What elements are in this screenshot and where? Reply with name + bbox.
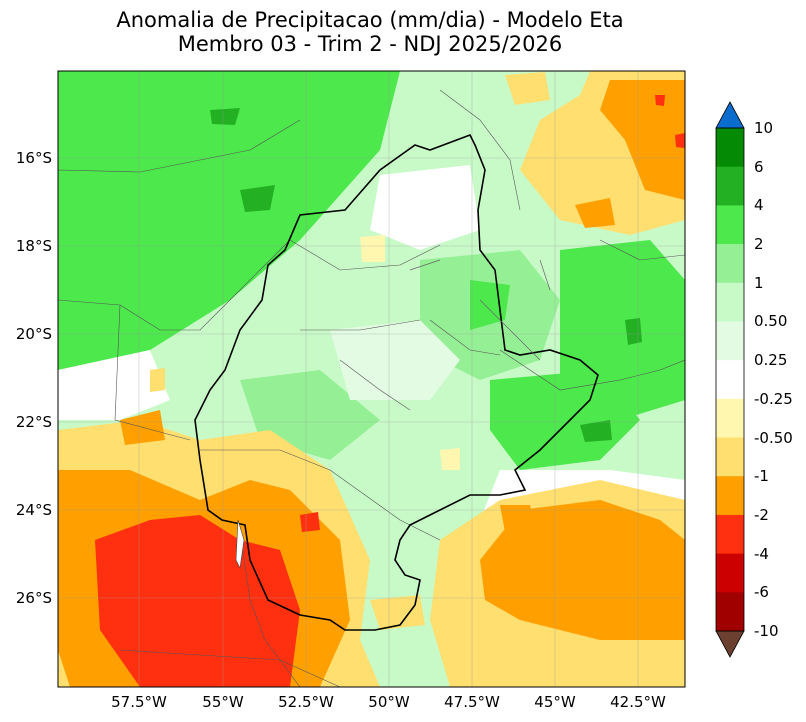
lon-label-55w: 55°W xyxy=(202,693,244,711)
colorbar-label: 4 xyxy=(754,196,764,215)
colorbar-label: 0.50 xyxy=(754,312,788,331)
lat-label-22s: 22°S xyxy=(15,413,52,431)
colorbar-label: -6 xyxy=(754,583,769,602)
colorbar-band xyxy=(716,437,744,477)
colorbar-band xyxy=(716,282,744,322)
anomaly-field xyxy=(58,71,685,687)
reservoir xyxy=(235,519,245,569)
lon-label-42-5w: 42.5°W xyxy=(610,693,666,711)
colorbar-band xyxy=(716,476,744,516)
colorbar-band xyxy=(716,514,744,555)
colorbar-band xyxy=(716,244,744,284)
colorbar-label: -4 xyxy=(754,544,769,563)
basin-outline xyxy=(194,133,599,631)
colorbar-label: -10 xyxy=(754,622,779,640)
colorbar-label: -2 xyxy=(754,505,769,524)
colorbar-band xyxy=(716,205,744,245)
map-frame xyxy=(57,70,686,688)
lon-label-50w: 50°W xyxy=(368,693,410,711)
colorbar-label: 6 xyxy=(754,157,764,176)
lon-label-45w: 45°W xyxy=(534,693,576,711)
lon-label-47-5w: 47.5°W xyxy=(444,693,500,711)
colorbar-top-arrow xyxy=(715,101,745,129)
lat-label-18s: 18°S xyxy=(15,237,52,255)
colorbar-label: -0.50 xyxy=(754,428,793,447)
lon-label-57-5w: 57.5°W xyxy=(111,693,167,711)
colorbar-label: 1 xyxy=(754,273,764,292)
colorbar-label: -0.25 xyxy=(754,389,793,408)
colorbar-label: 10 xyxy=(754,119,774,137)
rivers xyxy=(339,259,551,411)
colorbar-band xyxy=(716,360,744,400)
map-title-line1: Anomalia de Precipitacao (mm/dia) - Mode… xyxy=(116,8,624,32)
map-title-line2: Membro 03 - Trim 2 - NDJ 2025/2026 xyxy=(177,32,563,56)
lat-label-26s: 26°S xyxy=(15,589,52,607)
lat-label-24s: 24°S xyxy=(15,501,52,519)
lat-label-20s: 20°S xyxy=(15,325,52,343)
lon-label-52-5w: 52.5°W xyxy=(278,693,334,711)
colorbar-band xyxy=(716,321,744,361)
state-borders xyxy=(58,89,685,687)
colorbar-label: 0.25 xyxy=(754,351,788,370)
grid xyxy=(58,71,685,687)
colorbar-band xyxy=(716,166,744,206)
colorbar-band xyxy=(716,128,744,168)
colorbar-label: -1 xyxy=(754,467,769,486)
colorbar-band xyxy=(716,398,744,439)
colorbar-bottom-arrow xyxy=(715,630,745,658)
colorbar-band xyxy=(716,592,744,632)
lat-label-16s: 16°S xyxy=(15,149,52,167)
colorbar-band xyxy=(716,553,744,593)
colorbar-label: 2 xyxy=(754,235,764,254)
